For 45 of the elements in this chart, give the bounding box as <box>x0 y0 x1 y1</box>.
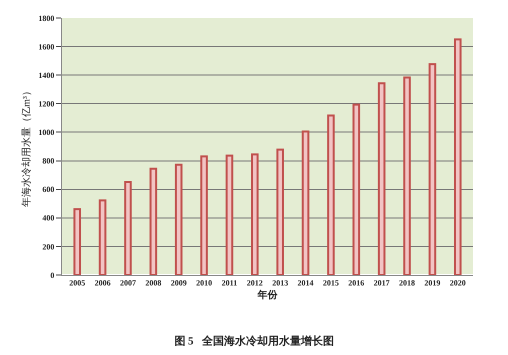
y-tick-label: 1600 <box>38 42 54 52</box>
x-tick-label: 2015 <box>322 278 339 288</box>
bar <box>200 155 208 275</box>
y-tick-label: 1200 <box>38 99 54 108</box>
bar <box>98 199 106 275</box>
x-axis-title: 年份 <box>256 289 278 302</box>
x-tick-label: 2014 <box>298 278 314 288</box>
bar <box>327 114 335 275</box>
bar <box>251 153 259 275</box>
bar <box>454 38 462 275</box>
x-tick-label: 2007 <box>120 278 136 288</box>
bar <box>226 154 234 275</box>
x-tick-label: 2012 <box>246 278 263 288</box>
bar <box>403 76 411 275</box>
bar <box>276 148 284 275</box>
x-tick-label: 2010 <box>196 278 212 288</box>
y-tick-label: 1400 <box>38 70 54 80</box>
x-tick-label: 2008 <box>145 278 162 288</box>
x-tick-label: 2016 <box>348 278 364 288</box>
y-tick-label: 0 <box>50 270 54 280</box>
bar <box>124 181 132 275</box>
y-tick-label: 200 <box>42 242 54 252</box>
x-tick-label: 2018 <box>399 278 416 288</box>
y-tick-label: 1800 <box>38 14 54 23</box>
x-tick-label: 2013 <box>272 278 288 288</box>
y-tick-label: 800 <box>42 156 54 166</box>
x-tick-label: 2020 <box>450 278 466 288</box>
y-tick-label: 400 <box>42 214 54 223</box>
x-tick-label: 2009 <box>170 278 187 288</box>
y-tick-label: 1000 <box>38 128 54 138</box>
y-tick-label: 600 <box>42 185 54 194</box>
y-axis-title: 年海水冷却用水量（亿m³） <box>20 86 32 207</box>
x-tick-label: 2006 <box>94 278 111 288</box>
bar <box>302 130 310 275</box>
bar <box>174 164 182 275</box>
text: 图 5 全国海水冷却用水量增长图 <box>174 334 334 348</box>
x-tick-label: 2005 <box>69 278 86 288</box>
bar <box>378 82 386 275</box>
x-tick-label: 2017 <box>374 278 390 288</box>
bar <box>428 63 436 275</box>
x-tick-label: 2011 <box>222 278 238 288</box>
bar <box>150 168 158 275</box>
bar <box>73 208 82 275</box>
bar <box>352 104 360 275</box>
x-tick-label: 2019 <box>424 278 440 288</box>
